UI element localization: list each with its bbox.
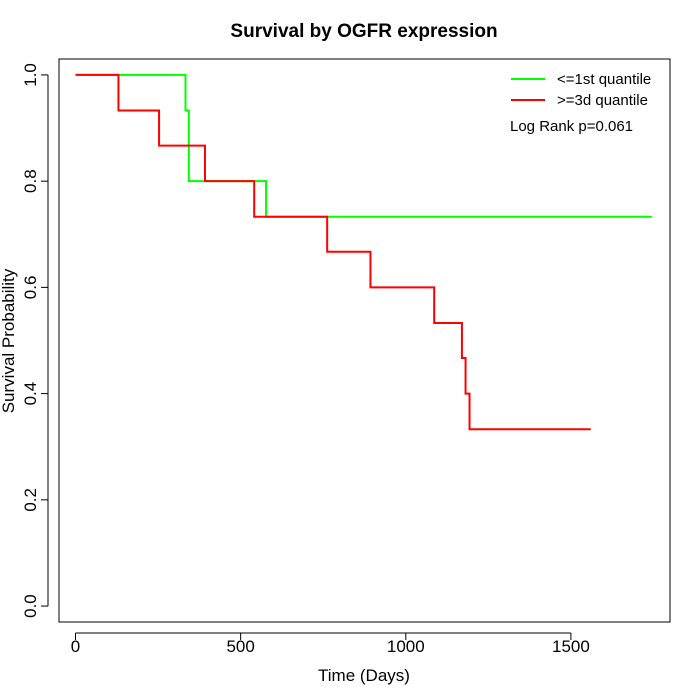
y-tick-label: 0.4: [21, 382, 40, 406]
chart-title: Survival by OGFR expression: [230, 21, 497, 42]
series-layer: [75, 73, 652, 431]
legend-label-0: <=1st quantile: [557, 71, 651, 88]
y-tick-label: 0.0: [21, 594, 40, 618]
plot-frame: [58, 58, 671, 623]
y-axis: 0.0 0.2 0.4 0.6 0.8 1.0: [21, 63, 49, 618]
y-axis-label: Survival Probability: [0, 268, 18, 413]
x-tick-label: 500: [226, 637, 254, 656]
x-axis: 0 500 1000 1500: [71, 632, 590, 656]
y-tick-label: 0.8: [21, 169, 40, 193]
y-tick-label: 0.2: [21, 488, 40, 512]
legend: <=1st quantile >=3d quantile: [511, 71, 651, 109]
log-rank-annotation: Log Rank p=0.061: [510, 118, 633, 135]
series-line-1: [75, 73, 591, 431]
x-tick-label: 0: [71, 637, 80, 656]
y-tick-label: 1.0: [21, 63, 40, 87]
x-tick-label: 1500: [552, 637, 590, 656]
x-tick-label: 1000: [387, 637, 425, 656]
y-tick-label: 0.6: [21, 276, 40, 300]
legend-label-1: >=3d quantile: [557, 92, 648, 109]
x-axis-label: Time (Days): [318, 666, 410, 685]
